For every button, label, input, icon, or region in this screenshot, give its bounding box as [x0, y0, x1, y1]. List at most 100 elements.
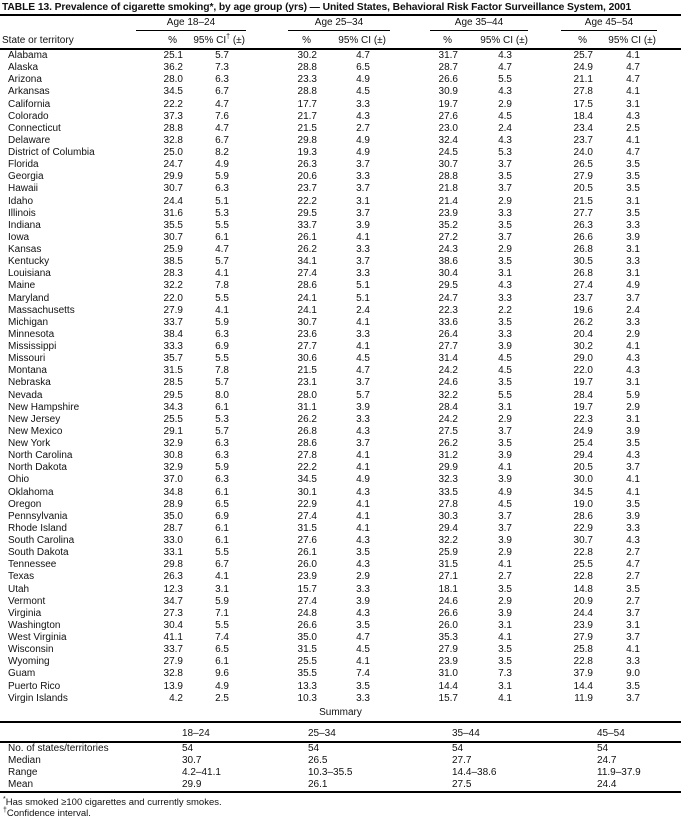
pct-value: 24.9 — [573, 425, 593, 437]
pct-value: 24.0 — [573, 147, 593, 158]
summary-row: Range 4.2–41.1 10.3–35.5 14.4–38.6 11.9–37.9 — [0, 767, 681, 779]
pct-value: 33.6 — [438, 316, 458, 328]
ci-value: 3.3 — [356, 328, 370, 340]
pct-value: 23.4 — [573, 122, 593, 134]
state-name: Puerto Rico — [8, 680, 61, 692]
ci-value: 3.1 — [626, 244, 640, 255]
summary-rows: No. of states/territories 54 54 54 54 Median 3… — [0, 743, 681, 791]
pct-value: 26.0 — [297, 559, 317, 571]
pct-value: 20.6 — [297, 171, 317, 183]
pct-value: 27.7 — [573, 207, 593, 219]
pct-value: 33.0 — [163, 535, 183, 546]
summary-value: 26.5 — [308, 754, 328, 766]
pct-value: 35.0 — [297, 632, 317, 643]
table-row: Alaska 36.2 7.3 28.8 6.5 28.7 4.7 24.9 4.7 — [0, 62, 681, 74]
ci-value: 3.5 — [498, 583, 512, 595]
pct-value: 28.0 — [297, 389, 317, 401]
state-name: Alabama — [8, 50, 48, 61]
ci-value: 3.1 — [356, 195, 370, 207]
table-row: Arkansas 34.5 6.7 28.8 4.5 30.9 4.3 27.8 4.1 — [0, 86, 681, 98]
ci-value: 5.9 — [215, 171, 229, 183]
pct-value: 28.6 — [297, 280, 317, 292]
pct-value: 23.1 — [297, 377, 317, 389]
ci-value: 8.2 — [215, 147, 229, 158]
pct-value: 22.2 — [297, 462, 317, 474]
summary-heading: Summary — [319, 706, 362, 718]
pct-value: 26.8 — [297, 425, 317, 437]
pct-value: 23.9 — [438, 207, 458, 219]
pct-value: 19.0 — [573, 498, 593, 510]
summary-value: 54 — [308, 742, 320, 754]
pct-value: 10.3 — [297, 692, 317, 704]
state-name: North Dakota — [8, 462, 67, 474]
pct-value: 28.0 — [163, 74, 183, 86]
age-group-18-24: Age 18–24 — [136, 17, 246, 31]
pct-value: 28.9 — [163, 498, 183, 510]
pct-value: 27.8 — [297, 450, 317, 462]
ci-value: 4.1 — [498, 692, 512, 704]
pct-value: 14.8 — [573, 583, 593, 595]
pct-value: 38.6 — [438, 256, 458, 268]
state-name: Minnesota — [8, 328, 55, 340]
pct-value: 33.7 — [163, 644, 183, 656]
ci-value: 4.1 — [356, 498, 370, 510]
state-name: Colorado — [8, 110, 49, 122]
ci-value: 6.1 — [215, 401, 229, 413]
table-row: Minnesota 38.4 6.3 23.6 3.3 26.4 3.3 20.4 2.9 — [0, 329, 681, 341]
ci-value: 3.5 — [498, 316, 512, 328]
pct-value: 28.6 — [297, 438, 317, 449]
pct-value: 24.3 — [438, 244, 458, 255]
pct-value: 19.7 — [573, 401, 593, 413]
pct-value: 23.7 — [573, 134, 593, 146]
pct-value: 25.0 — [163, 147, 183, 158]
pct-value: 20.5 — [573, 462, 593, 474]
ci-value: 3.1 — [626, 98, 640, 110]
pct-value: 30.4 — [438, 268, 458, 280]
table-row: Missouri 35.7 5.5 30.6 4.5 31.4 4.5 29.0 4.3 — [0, 353, 681, 365]
state-name: Texas — [8, 571, 35, 583]
dagger-mark: † — [3, 806, 7, 814]
ci-value: 9.6 — [215, 668, 229, 680]
pct-value: 23.6 — [297, 328, 317, 340]
ci-value: 3.7 — [356, 183, 370, 195]
table-row: Kansas 25.9 4.7 26.2 3.3 24.3 2.9 26.8 3.1 — [0, 244, 681, 256]
ci-value: 6.9 — [215, 510, 229, 522]
pct-value: 27.9 — [438, 644, 458, 656]
ci-value: 4.3 — [356, 110, 370, 122]
ci-value: 3.7 — [356, 159, 370, 171]
pct-value: 32.9 — [163, 438, 183, 449]
pct-value: 30.7 — [573, 535, 593, 546]
table-row: Illinois 31.6 5.3 29.5 3.7 23.9 3.3 27.7 3.5 — [0, 208, 681, 220]
ci-value: 4.5 — [356, 86, 370, 98]
pct-value: 34.8 — [163, 486, 183, 498]
ci-value: 4.5 — [356, 644, 370, 656]
ci-value: 3.3 — [626, 316, 640, 328]
pct-value: 29.9 — [163, 171, 183, 183]
table-row: Virgin Islands 4.2 2.5 10.3 3.3 15.7 4.1 11.9 3.… — [0, 693, 681, 705]
pct-value: 13.3 — [297, 680, 317, 692]
table-row: California 22.2 4.7 17.7 3.3 19.7 2.9 17.5 3.1 — [0, 99, 681, 111]
ci-value: 3.7 — [626, 632, 640, 643]
table-bottom-divider — [0, 791, 681, 794]
pct-value: 26.6 — [438, 607, 458, 619]
state-name: New York — [8, 438, 51, 449]
pct-value: 24.1 — [297, 292, 317, 304]
ci-value: 4.1 — [626, 486, 640, 498]
pct-value: 27.4 — [573, 280, 593, 292]
age-group-header-row: Age 18–24 Age 25–34 Age 35–44 Age 45–54 — [0, 17, 681, 31]
table-title: TABLE 13. Prevalence of cigarette smokin… — [2, 2, 632, 13]
ci-value: 4.9 — [498, 486, 512, 498]
pct-value: 31.5 — [438, 559, 458, 571]
pct-value: 21.8 — [438, 183, 458, 195]
table-row: District of Columbia 25.0 8.2 19.3 4.9 24.5 5.… — [0, 147, 681, 159]
ci-value: 4.7 — [356, 632, 370, 643]
pct-value: 20.4 — [573, 328, 593, 340]
pct-value: 30.1 — [297, 486, 317, 498]
pct-value: 27.6 — [438, 110, 458, 122]
pct-value: 25.5 — [163, 413, 183, 425]
pct-value: 28.5 — [163, 377, 183, 389]
pct-value: 31.4 — [438, 353, 458, 365]
pct-value: 22.8 — [573, 571, 593, 583]
ci-value: 3.9 — [498, 535, 512, 546]
table-row: Guam 32.8 9.6 35.5 7.4 31.0 7.3 37.9 9.0 — [0, 668, 681, 680]
